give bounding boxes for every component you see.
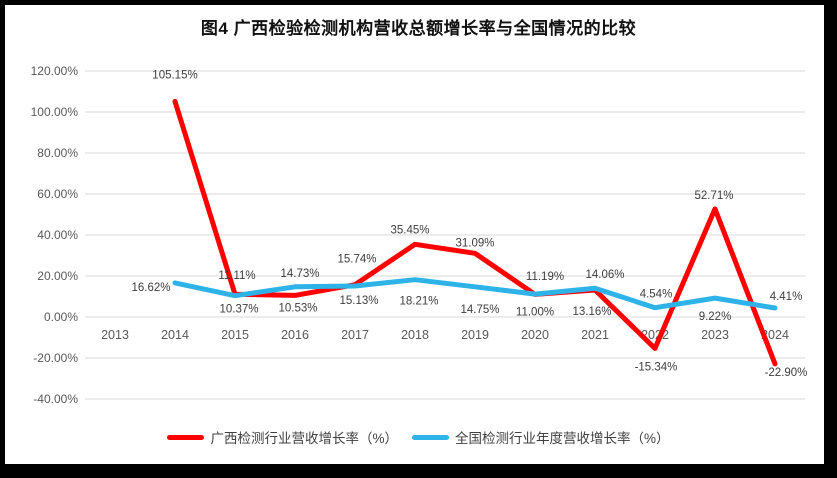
data-label: 15.13% xyxy=(339,295,378,307)
y-axis-tick-label: -20.00% xyxy=(33,351,78,365)
national-line-swatch-icon xyxy=(412,434,449,440)
guangxi-series-line xyxy=(172,98,778,367)
legend-item-guangxi: 广西检测行业营收增长率（%） xyxy=(167,427,398,447)
data-label: 15.74% xyxy=(337,254,376,266)
y-axis-tick-label: 60.00% xyxy=(37,187,78,201)
y-axis-tick-label: 0.00% xyxy=(44,310,78,324)
data-label: -22.90% xyxy=(765,367,808,379)
x-axis-tick-label: 2015 xyxy=(221,328,249,342)
x-axis-tick-label: 2021 xyxy=(581,328,609,342)
data-label: 11.11% xyxy=(218,270,255,282)
x-axis-tick-label: 2013 xyxy=(101,328,129,342)
x-axis-tick-label: 2018 xyxy=(401,328,429,342)
chart-legend: 广西检测行业营收增长率（%） 全国检测行业年度营收增长率（%） xyxy=(0,427,837,447)
x-axis-tick-label: 2023 xyxy=(701,328,729,342)
data-label: 52.71% xyxy=(694,190,733,202)
x-axis-tick-label: 2020 xyxy=(521,328,549,342)
y-axis-tick-label: -40.00% xyxy=(33,392,78,406)
x-axis-tick-label: 2024 xyxy=(761,328,789,342)
data-label: 10.37% xyxy=(219,304,258,316)
x-axis-tick-label: 2017 xyxy=(341,328,369,342)
data-label: 9.22% xyxy=(699,311,732,323)
data-label: 4.54% xyxy=(640,289,673,301)
x-axis-tick-label: 2014 xyxy=(161,328,189,342)
data-label: 105.15% xyxy=(152,69,197,81)
data-label: 10.53% xyxy=(278,302,317,314)
legend-item-national: 全国检测行业年度营收增长率（%） xyxy=(412,427,670,447)
x-axis-tick-label: 2016 xyxy=(281,328,309,342)
data-label: 11.19% xyxy=(526,271,564,283)
data-label: 14.75% xyxy=(460,304,499,316)
chart-title: 图4 广西检验检测机构营收总额增长率与全国情况的比较 xyxy=(200,19,637,38)
data-label: 14.73% xyxy=(280,268,319,280)
data-label: -15.34% xyxy=(635,361,678,373)
data-label: 31.09% xyxy=(455,237,494,249)
data-label: 13.16% xyxy=(572,306,611,318)
data-label: 14.06% xyxy=(585,269,624,281)
data-label: 16.62% xyxy=(131,282,170,294)
y-axis-tick-label: 120.00% xyxy=(31,64,79,78)
x-axis-tick-label: 2019 xyxy=(461,328,489,342)
guangxi-line-swatch-icon xyxy=(167,434,205,440)
y-axis-tick-label: 20.00% xyxy=(37,269,78,283)
legend-label-national: 全国检测行业年度营收增长率（%） xyxy=(455,431,670,446)
data-label: 18.21% xyxy=(399,296,438,308)
legend-label-guangxi: 广西检测行业营收增长率（%） xyxy=(210,431,398,446)
national-series-line xyxy=(172,277,778,311)
data-label: 4.41% xyxy=(770,291,803,303)
y-axis-tick-label: 100.00% xyxy=(31,105,79,119)
data-label: 11.00% xyxy=(516,306,554,318)
y-axis-tick-label: 80.00% xyxy=(37,146,78,160)
data-label: 35.45% xyxy=(390,224,429,236)
y-axis-tick-label: 40.00% xyxy=(37,228,78,242)
